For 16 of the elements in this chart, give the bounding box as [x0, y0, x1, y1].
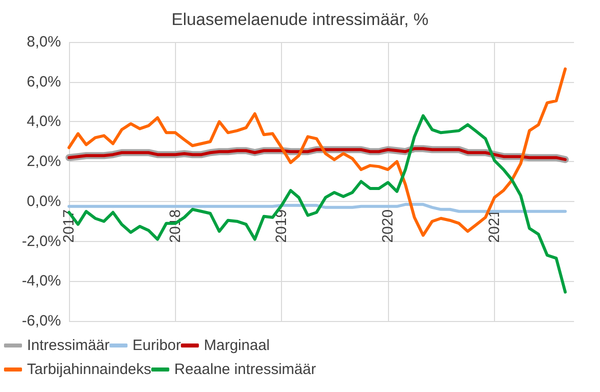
x-tick-label: 2020: [379, 209, 396, 243]
legend-label: Marginaal: [204, 337, 270, 354]
legend-label: Reaalne intressimäär: [174, 361, 316, 378]
chart-title: Eluasemelaenude intressimäär, %: [171, 10, 429, 29]
y-tick-label: 8,0%: [26, 34, 61, 50]
y-tick-label: 2,0%: [26, 153, 61, 170]
y-tick-label: -2,0%: [22, 232, 61, 250]
x-tick-label: 2021: [486, 209, 503, 243]
y-tick-label: -4,0%: [22, 272, 61, 290]
y-tick-label: 6,0%: [26, 73, 61, 90]
legend-label: Intressimäär: [27, 337, 110, 354]
y-tick-label: 4,0%: [26, 113, 61, 130]
legend-label: Euribor: [132, 337, 181, 354]
legend-label: Tarbijahinnaindeks: [27, 361, 152, 378]
y-tick-label: -6,0%: [22, 312, 61, 330]
y-tick-label: 0,0%: [26, 192, 61, 210]
